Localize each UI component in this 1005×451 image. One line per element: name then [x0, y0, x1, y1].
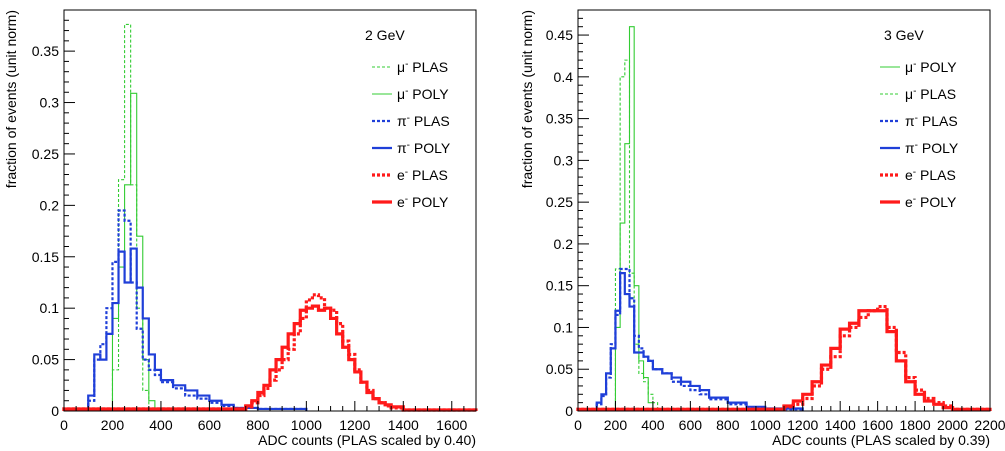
x-tick-label: 1800	[900, 417, 931, 433]
y-tick-label: 0.4	[554, 69, 574, 85]
y-tick-label: 0.05	[546, 361, 573, 377]
legend-entry: π- PLAS	[397, 113, 450, 129]
x-tick-label: 2200	[974, 417, 1005, 433]
x-tick-label: 200	[604, 417, 628, 433]
y-tick-label: 0.3	[554, 152, 574, 168]
y-tick-label: 0.1	[40, 300, 60, 316]
y-tick-label: 0.15	[546, 278, 573, 294]
histogram-line-e-plas	[576, 304, 992, 411]
x-tick-label: 200	[101, 417, 125, 433]
x-tick-label: 1200	[339, 417, 370, 433]
panel-3gev: 0 200 400 600 800 1000 1200 1400 1600 1800 2000 220…	[519, 9, 1005, 448]
legend-entry: e- PLAS	[905, 167, 956, 183]
histogram-line-e-poly	[62, 304, 478, 412]
x-axis-title: ADC counts (PLAS scaled by 0.39)	[772, 432, 990, 448]
legend-entry: π- POLY	[905, 140, 959, 156]
legend-title: 3 GeV	[884, 27, 924, 43]
y-tick-label: 0	[51, 403, 59, 419]
legend-entry: μ- PLAS	[397, 59, 448, 75]
legend-entry: π- POLY	[397, 140, 451, 156]
y-tick-label: 0.2	[40, 197, 60, 213]
legend-entry: π- PLAS	[905, 113, 958, 129]
y-tick-label: 0.35	[546, 111, 573, 127]
y-tick-label: 0.35	[32, 43, 59, 59]
x-tick-label: 0	[574, 417, 582, 433]
x-tick-label: 600	[679, 417, 703, 433]
x-tick-label: 1600	[436, 417, 467, 433]
x-tick-label: 800	[246, 417, 270, 433]
legend-entry: μ- POLY	[397, 86, 449, 102]
x-tick-label: 1400	[825, 417, 856, 433]
y-axis-title: fraction of events (unit norm)	[3, 10, 19, 188]
histogram-line-π-poly	[595, 272, 804, 411]
x-tick-label: 1000	[291, 417, 322, 433]
x-tick-label: 400	[149, 417, 173, 433]
x-tick-label: 1400	[388, 417, 419, 433]
legend-entry: μ- PLAS	[905, 86, 956, 102]
x-tick-label: 1000	[750, 417, 781, 433]
x-tick-label: 400	[641, 417, 665, 433]
histogram-line-π-poly	[87, 247, 308, 411]
panel-2gev: 0 200 400 600 800 1000 1200 1400 1600 0 0.05 0.1 0.1…	[3, 9, 478, 448]
legend-entry: e- POLY	[905, 194, 957, 210]
y-tick-label: 0.15	[32, 249, 59, 265]
legend-title: 2 GeV	[365, 27, 405, 43]
y-tick-label: 0.25	[546, 194, 573, 210]
y-tick-label: 0.05	[32, 352, 59, 368]
y-tick-label: 0.45	[546, 27, 573, 43]
x-tick-label: 1600	[862, 417, 893, 433]
x-tick-label: 1200	[787, 417, 818, 433]
y-tick-label: 0.25	[32, 146, 59, 162]
y-tick-label: 0.2	[554, 236, 574, 252]
x-tick-label: 0	[60, 417, 68, 433]
histogram-line-μ-plas	[614, 59, 659, 411]
x-axis-title: ADC counts (PLAS scaled by 0.40)	[258, 432, 476, 448]
legend-entry: e- PLAS	[397, 167, 448, 183]
histogram-line-e-plas	[62, 293, 478, 412]
x-tick-label: 800	[716, 417, 740, 433]
y-axis-title: fraction of events (unit norm)	[519, 10, 535, 188]
histogram-line-e-poly	[576, 309, 992, 411]
legend-entry: e- POLY	[397, 194, 449, 210]
legend-entry: μ- POLY	[905, 59, 957, 75]
x-tick-label: 600	[198, 417, 222, 433]
y-tick-label: 0	[565, 403, 573, 419]
x-tick-label: 2000	[937, 417, 968, 433]
y-tick-label: 0.1	[554, 319, 574, 335]
y-tick-label: 0.3	[40, 95, 60, 111]
